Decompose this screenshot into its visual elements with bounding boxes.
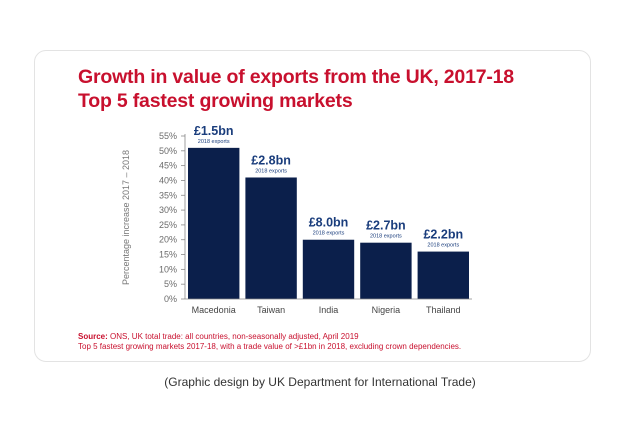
image-caption: (Graphic design by UK Department for Int… [164, 375, 476, 389]
data-label-subtext: 2018 exports [427, 243, 459, 249]
bar [302, 239, 355, 299]
data-label-value: £2.7bn [366, 219, 406, 233]
bar [360, 242, 412, 299]
bar [245, 177, 297, 299]
chart-title: Growth in value of exports from the UK, … [78, 65, 514, 113]
data-label-subtext: 2018 exports [313, 231, 345, 237]
data-label-value: £2.8bn [251, 153, 291, 167]
y-tick-label: 25% [159, 220, 177, 230]
title-line-1: Growth in value of exports from the UK, … [78, 66, 514, 88]
y-tick-label: 50% [159, 146, 177, 156]
title-line-2: Top 5 fastest growing markets [78, 90, 353, 112]
y-tick-label: 20% [159, 235, 177, 245]
y-tick-label: 30% [159, 205, 177, 215]
data-label-subtext: 2018 exports [370, 234, 402, 240]
y-tick-label: 5% [164, 279, 177, 289]
y-axis-label: Percentage increase 2017 – 2018 [121, 150, 131, 285]
data-label-subtext: 2018 exports [255, 168, 287, 174]
bar [417, 251, 469, 299]
chart-card [34, 50, 591, 362]
y-tick-label: 0% [164, 294, 177, 304]
data-label-subtext: 2018 exports [198, 139, 230, 145]
y-tick-label: 10% [159, 264, 177, 274]
y-tick-label: 40% [159, 175, 177, 185]
x-category-label: Thailand [426, 305, 461, 315]
source-label: Source: [78, 332, 108, 341]
source-line-2: Top 5 fastest growing markets 2017-18, w… [78, 342, 462, 351]
data-label-value: £2.2bn [423, 228, 463, 242]
x-axis: Macedonia Taiwan India Nigeria Thailand [185, 298, 472, 315]
bar [188, 147, 240, 299]
x-category-label: Taiwan [257, 305, 285, 315]
y-tick-label: 15% [159, 250, 177, 260]
x-category-label: Macedonia [192, 305, 236, 315]
source-note: Source: ONS, UK total trade: all countri… [78, 332, 578, 352]
y-tick-label: 55% [159, 131, 177, 141]
data-label-value: £8.0bn [309, 216, 349, 230]
y-axis: 0% 5% 10% 15% 20% 25% 30% 35% 40% 45% 50% 55% [159, 131, 186, 304]
x-category-label: Nigeria [372, 305, 401, 315]
x-category-label: India [319, 305, 339, 315]
data-label-value: £1.5bn [194, 124, 234, 138]
y-tick-label: 45% [159, 161, 177, 171]
source-text: ONS, UK total trade: all countries, non-… [107, 332, 359, 341]
source-line-1: Source: ONS, UK total trade: all countri… [78, 332, 578, 342]
y-tick-label: 35% [159, 190, 177, 200]
